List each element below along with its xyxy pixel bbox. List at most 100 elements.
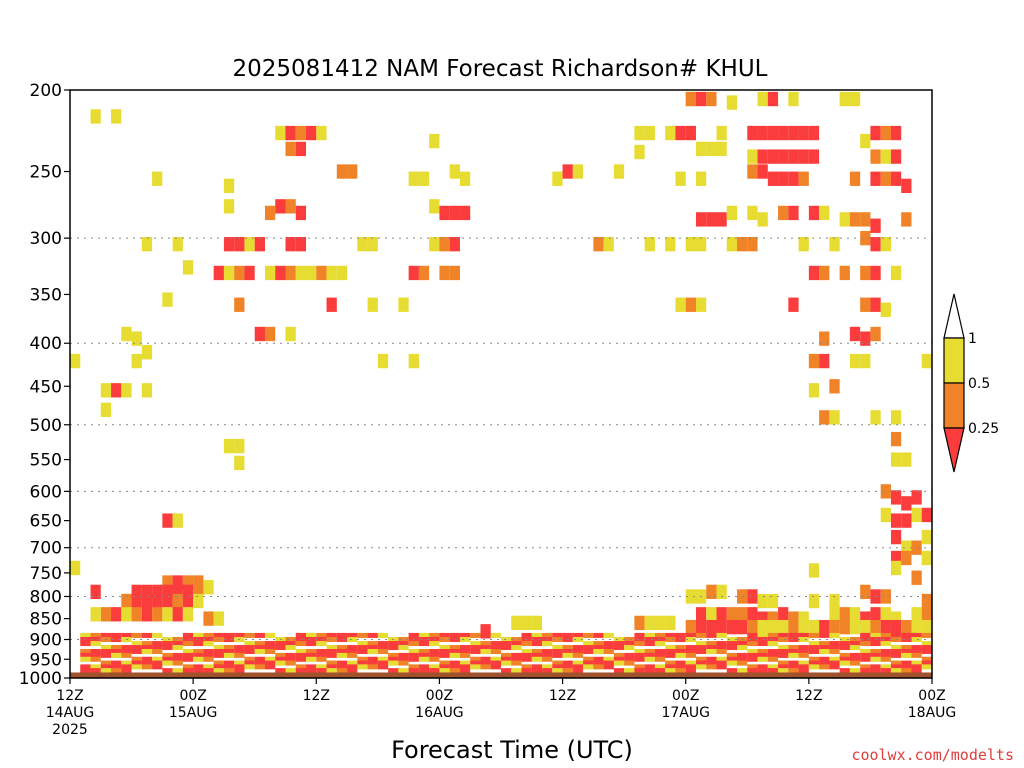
data-cell (654, 615, 666, 631)
data-cell (839, 668, 850, 674)
data-cell (223, 652, 235, 658)
data-cell (111, 645, 122, 651)
data-cell (572, 668, 584, 674)
data-cell (367, 297, 378, 312)
data-cell (767, 637, 779, 643)
data-cell (808, 265, 820, 281)
data-cell (860, 230, 871, 246)
data-cell (501, 645, 512, 651)
data-cell (593, 660, 604, 666)
data-cell (223, 199, 235, 214)
data-cell (747, 237, 758, 252)
data-cell (521, 632, 532, 638)
data-cell (439, 637, 450, 643)
data-cell (747, 164, 758, 179)
data-cell (583, 648, 594, 654)
data-cell (675, 660, 686, 666)
data-cell (306, 125, 317, 141)
data-cell (408, 668, 419, 674)
data-cell (70, 353, 81, 369)
data-cell (695, 632, 707, 638)
data-cell (439, 648, 450, 654)
y-tick-label: 850 (30, 610, 62, 630)
data-cell (449, 237, 460, 252)
data-cell (778, 632, 789, 638)
data-cell (603, 632, 614, 638)
data-cell (849, 660, 861, 666)
data-cell (459, 652, 471, 658)
data-cell (685, 619, 696, 635)
data-cell (572, 652, 584, 658)
data-cell (654, 641, 666, 647)
data-cell (767, 652, 779, 658)
data-cell (131, 660, 142, 666)
y-tick-label: 450 (30, 377, 62, 397)
data-cell (890, 265, 902, 281)
data-cell (213, 645, 224, 651)
data-cell (634, 664, 645, 670)
data-cell (757, 637, 768, 643)
data-cell (634, 652, 645, 658)
data-cell (911, 607, 922, 622)
data-cell (100, 652, 112, 658)
data-cell (213, 632, 224, 638)
data-cell (695, 645, 707, 651)
data-cell (778, 664, 789, 670)
data-cell (459, 664, 471, 670)
data-cell (388, 660, 399, 666)
data-cell (285, 645, 296, 651)
data-cell (778, 125, 789, 141)
data-cell (870, 641, 881, 647)
y-tick-label: 950 (30, 650, 62, 670)
data-cell (275, 265, 286, 281)
data-cell (182, 607, 194, 622)
credit-text[interactable]: coolwx.com/modelts (851, 746, 1014, 764)
data-cell (644, 125, 655, 141)
data-cell (131, 645, 142, 651)
data-cell (121, 607, 132, 622)
data-cell (100, 383, 112, 398)
data-cell (880, 125, 891, 141)
data-cell (377, 632, 389, 638)
data-cell (285, 326, 296, 342)
data-cell (788, 149, 799, 164)
data-cell (819, 205, 830, 221)
data-cell (459, 660, 471, 666)
data-cell (100, 645, 112, 651)
data-cell (890, 431, 902, 447)
data-cell (870, 656, 881, 662)
data-cell (839, 645, 850, 651)
data-cell (490, 660, 501, 666)
data-cell (644, 641, 655, 647)
data-cell (100, 660, 112, 666)
data-cell (501, 641, 512, 647)
data-cell (203, 637, 214, 643)
data-cell (418, 652, 430, 658)
data-cell (295, 641, 307, 647)
data-cell (829, 379, 840, 394)
data-cell (100, 402, 112, 418)
data-cell (264, 648, 276, 654)
data-cell (295, 141, 307, 157)
data-cell (542, 668, 553, 674)
data-cell (767, 619, 779, 635)
data-cell (860, 584, 871, 600)
data-cell (480, 656, 491, 662)
data-cell (295, 656, 307, 662)
data-cell (470, 641, 481, 647)
data-cell (716, 607, 727, 622)
data-cell (326, 668, 337, 674)
data-cell (111, 648, 122, 654)
data-cell (336, 648, 348, 654)
data-cell (193, 652, 204, 658)
data-cell (860, 652, 871, 658)
data-cell (788, 648, 799, 654)
data-cell (326, 297, 337, 312)
data-cell (347, 645, 358, 651)
data-cell (326, 660, 337, 666)
data-cell (336, 265, 348, 281)
data-cell (685, 637, 696, 643)
data-cell (644, 637, 655, 643)
data-cell (788, 619, 799, 635)
data-cell (521, 668, 532, 674)
